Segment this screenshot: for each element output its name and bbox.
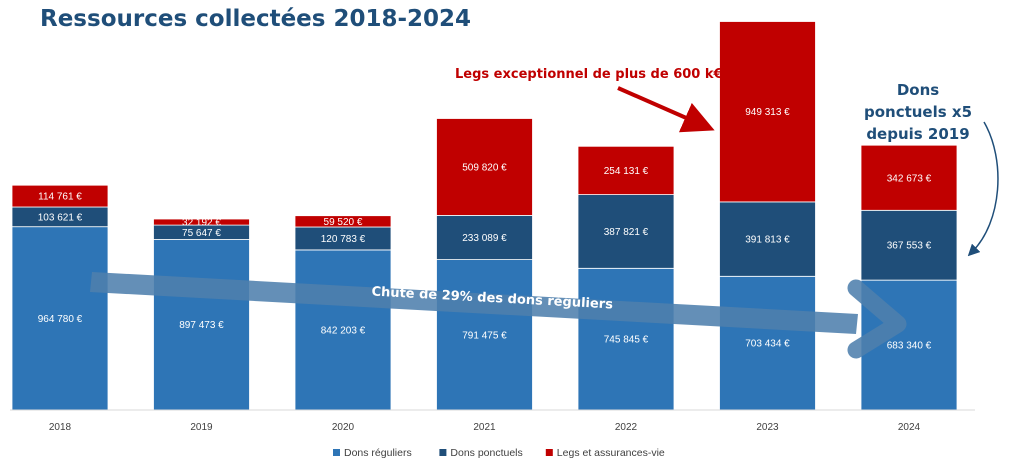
data-label-2024-series-2: 342 673 € (887, 173, 932, 184)
legs-arrow (617, 86, 715, 133)
dons-arrow (967, 121, 999, 257)
legend-swatch-1 (439, 449, 447, 456)
data-label-2022-series-0: 745 845 € (604, 335, 649, 346)
data-label-2021-series-1: 233 089 € (462, 233, 507, 244)
bars-layer: 964 780 € 103 621 € 114 761 € 897 473 € 75 6… (11, 21, 958, 411)
bar-2022-series-1 (577, 194, 675, 269)
data-label-2019-series-0: 897 473 € (179, 320, 224, 331)
legend-label-2: Legs et assurances-vie (557, 447, 665, 459)
x-tick-2021: 2021 (473, 422, 496, 433)
x-tick-2023: 2023 (756, 422, 779, 433)
x-tick-2020: 2020 (332, 422, 355, 433)
bar-2018-series-2 (11, 184, 109, 208)
trend-arrow-shaft (90, 272, 858, 334)
x-tick-2024: 2024 (898, 422, 921, 433)
data-label-2022-series-2: 254 131 € (604, 166, 649, 177)
bar-2019-series-0 (153, 239, 250, 411)
data-label-2020-series-0: 842 203 € (321, 326, 366, 337)
data-label-2022-series-1: 387 821 € (604, 227, 649, 238)
bar-2024-series-2 (860, 144, 958, 211)
x-tick-2018: 2018 (49, 422, 72, 433)
bar-2023-series-2 (719, 21, 816, 203)
data-label-2018-series-1: 103 621 € (38, 212, 83, 223)
data-label-2018-series-2: 114 761 € (38, 192, 82, 203)
data-label-2020-series-1: 120 783 € (321, 234, 366, 245)
bar-2018-series-0 (11, 226, 109, 411)
legend: Dons réguliers Dons ponctuels Legs et assu… (333, 447, 665, 459)
data-label-2023-series-2: 949 313 € (745, 107, 790, 118)
x-tick-labels: 2018 2019 2020 2021 2022 2023 2024 (49, 422, 921, 433)
data-label-2023-series-0: 703 434 € (745, 339, 790, 350)
bar-2023-series-0 (719, 275, 816, 411)
bar-2023-series-1 (719, 201, 816, 277)
bar-2021-series-2 (436, 118, 533, 216)
bar-2020-series-2 (294, 215, 392, 228)
dons-annotation-group: Dons ponctuels x5 depuis 2019 (864, 81, 999, 257)
legs-annotation: Legs exceptionnel de plus de 600 k€ (455, 67, 723, 82)
x-tick-2022: 2022 (615, 422, 638, 433)
data-label-2019-series-1: 75 647 € (182, 228, 221, 239)
dons-annotation-line-1: Dons (897, 81, 939, 99)
data-label-2023-series-1: 391 813 € (745, 235, 790, 246)
legend-label-1: Dons ponctuels (450, 447, 522, 459)
trend-arrow-head (847, 279, 907, 359)
legend-swatch-0 (333, 449, 340, 456)
data-label-2020-series-2: 59 520 € (324, 217, 363, 228)
data-label-2021-series-0: 791 475 € (462, 330, 507, 341)
bar-2022-series-0 (577, 267, 675, 411)
legend-label-0: Dons réguliers (344, 447, 412, 459)
data-label-2019-series-2: 32 192 € (182, 218, 221, 229)
bar-2021-series-0 (436, 259, 533, 411)
legs-annotation-group: Legs exceptionnel de plus de 600 k€ (455, 67, 723, 133)
data-label-2018-series-0: 964 780 € (38, 314, 83, 325)
data-label-2024-series-0: 683 340 € (887, 341, 932, 352)
legend-swatch-2 (545, 449, 553, 456)
data-label-2021-series-2: 509 820 € (462, 162, 507, 173)
dons-annotation-line-2: ponctuels x5 (864, 103, 972, 121)
bar-2020-series-0 (294, 249, 392, 411)
chart-title: Ressources collectées 2018-2024 (40, 6, 472, 32)
bar-2022-series-2 (577, 145, 675, 196)
bar-2019-series-2 (153, 218, 250, 226)
dons-annotation-line-3: depuis 2019 (866, 125, 969, 143)
bar-2024-series-1 (860, 209, 958, 281)
bar-2021-series-1 (436, 214, 533, 261)
x-tick-2019: 2019 (190, 422, 213, 433)
data-label-2024-series-1: 367 553 € (887, 241, 932, 252)
